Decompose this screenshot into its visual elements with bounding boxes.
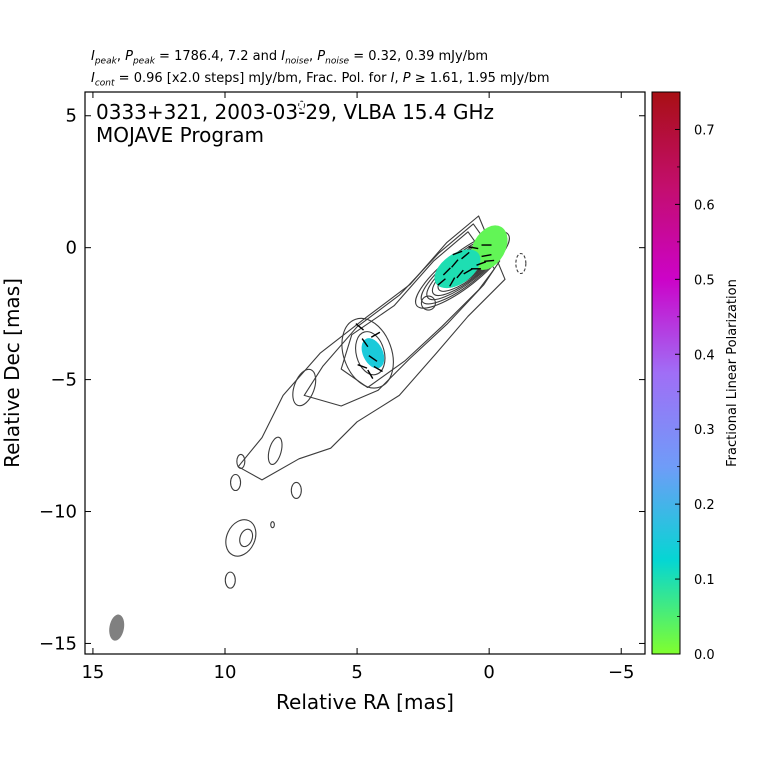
x-axis-label: Relative RA [mas] bbox=[276, 690, 454, 714]
contour-line bbox=[267, 436, 283, 465]
y-tick-label: −10 bbox=[39, 502, 77, 523]
header-line-2: Icont = 0.96 [x2.0 steps] mJy/bm, Frac. … bbox=[91, 71, 550, 89]
y-axis-label: Relative Dec [mas] bbox=[0, 278, 24, 468]
contour-line bbox=[236, 453, 246, 469]
evpa-tick bbox=[357, 364, 368, 369]
contour-line bbox=[292, 368, 317, 407]
evpa-tick bbox=[468, 246, 479, 250]
colorbar-tick-label: 0.0 bbox=[694, 648, 715, 663]
contour-line bbox=[420, 295, 436, 311]
evpa-tick bbox=[355, 323, 364, 331]
contour-line bbox=[270, 521, 275, 529]
evpa-tick bbox=[367, 369, 374, 379]
polarization-patch bbox=[434, 249, 481, 289]
y-tick-label: 0 bbox=[66, 238, 77, 259]
evpa-tick bbox=[481, 254, 492, 258]
chart-subtitle: MOJAVE Program bbox=[96, 123, 264, 147]
colorbar-tick-label: 0.7 bbox=[694, 123, 715, 138]
contour-line bbox=[237, 215, 506, 481]
evpa-tick bbox=[368, 355, 378, 362]
x-tick-label: 10 bbox=[214, 662, 237, 683]
evpa-ticks bbox=[355, 244, 495, 379]
evpa-tick bbox=[373, 365, 383, 373]
polarization-patches bbox=[361, 225, 508, 369]
x-tick-label: 5 bbox=[351, 662, 362, 683]
evpa-tick bbox=[361, 338, 369, 348]
colorbar-label: Fractional Linear Polarization bbox=[725, 279, 740, 467]
evpa-tick bbox=[442, 267, 451, 276]
colorbar-tick-label: 0.4 bbox=[694, 348, 715, 363]
beam-ellipse bbox=[109, 614, 125, 641]
contour-line bbox=[230, 473, 242, 492]
colorbar-tick-label: 0.6 bbox=[694, 198, 715, 213]
x-tick-label: 0 bbox=[483, 662, 494, 683]
colorbar-ticks: 0.0 0.1 0.2 0.3 0.4 0.5 0.6 0.7 bbox=[675, 123, 715, 663]
contour-line bbox=[225, 519, 257, 557]
evpa-tick bbox=[484, 259, 495, 262]
contour-line bbox=[303, 223, 501, 407]
contour-line bbox=[290, 481, 302, 499]
x-tick-label: −5 bbox=[608, 662, 635, 683]
evpa-tick bbox=[461, 251, 470, 260]
evpa-tick bbox=[437, 278, 446, 286]
evpa-tick bbox=[451, 259, 459, 268]
contour-line bbox=[224, 571, 236, 589]
colorbar-tick-label: 0.3 bbox=[694, 423, 715, 438]
evpa-tick bbox=[370, 331, 381, 338]
header-line-1: Ipeak, Ppeak = 1786.4, 7.2 and Inoise, P… bbox=[91, 49, 488, 67]
contour-line bbox=[298, 100, 306, 110]
x-tick-label: 15 bbox=[81, 662, 104, 683]
y-tick-label: −15 bbox=[39, 633, 77, 654]
contour-line bbox=[239, 528, 254, 548]
y-tick-label: −5 bbox=[50, 370, 77, 391]
contour-line bbox=[515, 252, 527, 275]
contour-line bbox=[355, 331, 386, 376]
evpa-tick bbox=[449, 277, 456, 287]
colorbar-tick-label: 0.1 bbox=[694, 573, 715, 588]
y-tick-label: 5 bbox=[66, 106, 77, 127]
evpa-tick bbox=[456, 269, 464, 279]
evpa-tick bbox=[452, 250, 463, 256]
colorbar-tick-label: 0.2 bbox=[694, 498, 715, 513]
chart-title: 0333+321, 2003-03-29, VLBA 15.4 GHz bbox=[96, 100, 494, 124]
colorbar bbox=[651, 91, 681, 655]
evpa-tick bbox=[463, 268, 473, 275]
plot-frame bbox=[84, 91, 646, 655]
y-axis-ticks: 5 0 −5 −10 −15 bbox=[39, 106, 645, 654]
evpa-tick bbox=[476, 261, 487, 266]
colorbar-tick-label: 0.5 bbox=[694, 273, 715, 288]
contour-line bbox=[340, 231, 495, 389]
x-axis-ticks: 15 10 5 0 −5 bbox=[81, 92, 634, 683]
contour-line bbox=[341, 317, 394, 389]
